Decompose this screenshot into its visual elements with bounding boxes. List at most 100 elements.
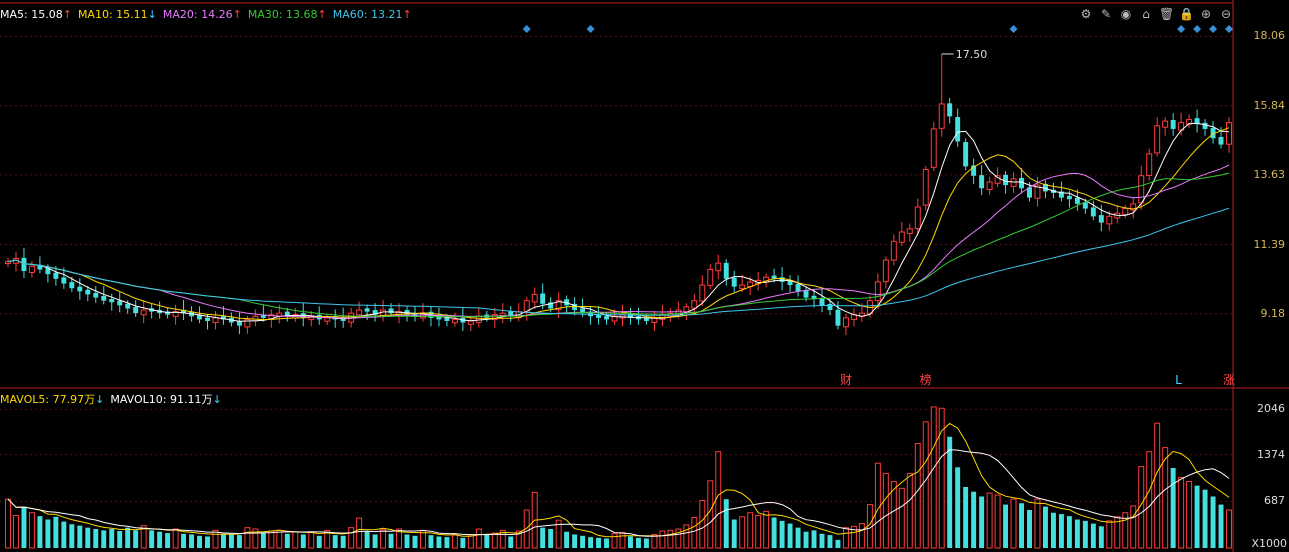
ma-legend-item-arrow: ↑ <box>62 8 72 21</box>
candle-body <box>165 311 171 315</box>
volume-bar <box>643 538 649 548</box>
candle-body <box>707 268 714 286</box>
volume-bar <box>755 514 762 549</box>
candle-body <box>1210 127 1216 139</box>
ma-legend-item-2: MA20: 14.26↑ <box>163 8 242 21</box>
candle-body <box>28 265 35 273</box>
candle-body <box>715 262 722 272</box>
candle-body <box>683 306 690 313</box>
candle-body <box>596 314 602 318</box>
ma60-line <box>7 207 1230 316</box>
candle-body <box>508 311 514 317</box>
volume-bar <box>683 524 690 549</box>
lock-icon[interactable]: 🔒 <box>1179 7 1194 21</box>
volume-bar <box>819 533 825 548</box>
candle-body <box>979 175 985 189</box>
volume-bar <box>12 514 19 549</box>
zoom-in-icon[interactable]: ⊕ <box>1200 7 1212 21</box>
event-marker-label: L <box>1175 373 1182 387</box>
zoom-out-icon[interactable]: ⊖ <box>1220 7 1232 21</box>
price-tick-label: 15.84 <box>1253 98 1286 112</box>
volume-bar <box>460 537 466 548</box>
volume-bar <box>787 523 793 548</box>
volume-bar <box>1050 512 1056 548</box>
candle-body <box>125 303 131 309</box>
candle-body <box>955 117 961 142</box>
volume-bar <box>771 517 777 548</box>
volume-bar <box>236 535 242 548</box>
candle-body <box>540 293 546 304</box>
candle-body <box>53 272 59 279</box>
candle-body <box>739 284 746 289</box>
volume-bar <box>747 512 754 549</box>
candle-body <box>580 308 586 314</box>
volume-bar <box>412 535 418 548</box>
volume-bar <box>28 512 35 549</box>
volume-bar <box>308 531 315 549</box>
volume-bar <box>1114 516 1121 549</box>
basket-icon[interactable]: ⌂ <box>1142 7 1150 21</box>
volume-bar <box>659 530 666 549</box>
volume-bar <box>540 527 546 548</box>
volume-bar <box>811 530 817 548</box>
volume-bar <box>827 535 833 548</box>
candle-body <box>1162 120 1169 128</box>
ma20-line <box>7 164 1230 319</box>
volume-bar <box>1090 523 1096 548</box>
candle-body <box>436 316 442 320</box>
volume-bar <box>850 525 857 549</box>
candle-body <box>444 317 450 321</box>
volume-bar <box>475 528 482 549</box>
volume-bar <box>356 517 363 549</box>
volume-bar <box>21 506 27 548</box>
pen-icon[interactable]: ✎ <box>1100 7 1112 21</box>
event-diamond-icon <box>522 25 531 33</box>
ma-legend-item-label: MA10: 15.11 <box>77 8 148 21</box>
candle-body <box>109 298 115 303</box>
volume-bar <box>1098 526 1104 548</box>
event-marker-label: 涨 <box>1223 372 1235 387</box>
candle-body <box>771 275 777 279</box>
ma10-line <box>7 127 1230 321</box>
volume-bar <box>45 519 51 548</box>
volume-bar <box>172 528 179 549</box>
settings-icon[interactable]: ⚙ <box>1080 7 1092 21</box>
volume-bar <box>149 530 155 548</box>
candle-body <box>308 315 315 321</box>
candle-body <box>117 300 123 306</box>
volume-bar <box>795 527 801 548</box>
volume-scale-label: X1000 <box>1251 537 1287 550</box>
candle-body <box>1122 208 1129 216</box>
volume-bar <box>604 538 610 548</box>
volume-bar <box>428 535 434 548</box>
volume-bar <box>348 527 355 549</box>
candle-body <box>69 282 75 289</box>
volume-bar <box>994 494 1001 549</box>
volume-bar <box>691 516 698 549</box>
candle-body <box>93 292 99 298</box>
volume-bar <box>140 525 147 549</box>
candle-body <box>21 257 27 272</box>
candle-body <box>548 302 554 309</box>
vol-legend-item-arrow: ↓ <box>95 393 105 406</box>
volume-bar <box>1154 422 1161 549</box>
volume-bar <box>332 535 338 548</box>
candle-body <box>1130 203 1137 211</box>
candle-body <box>491 314 498 320</box>
trash-icon[interactable]: 🗑 <box>1159 7 1175 21</box>
candle-body <box>101 295 107 301</box>
volume-bar <box>133 530 139 548</box>
volume-bar <box>715 451 722 549</box>
volume-bar <box>707 480 714 549</box>
candle-body <box>1226 122 1232 145</box>
candle-body <box>1034 184 1041 199</box>
candle-body <box>181 309 187 314</box>
candle-body <box>475 315 482 323</box>
candle-body <box>811 295 817 300</box>
volume-bar <box>1146 451 1153 549</box>
volume-bar <box>205 536 210 548</box>
volume-bar <box>922 421 929 549</box>
volume-bar <box>372 534 378 548</box>
eye-icon[interactable]: ◉ <box>1120 7 1132 21</box>
